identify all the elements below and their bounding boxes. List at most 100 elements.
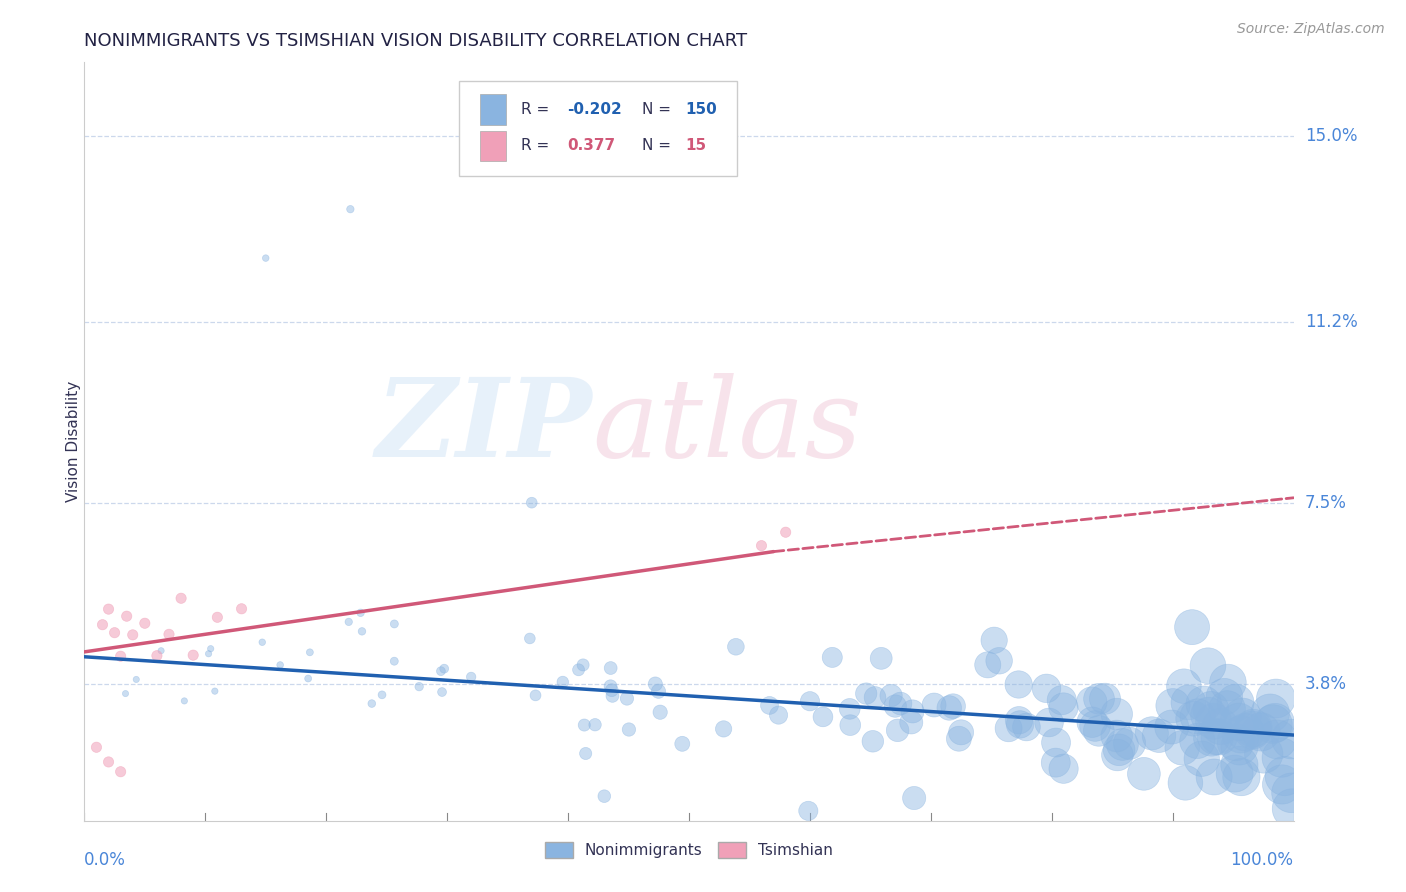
Point <box>91 617 114 632</box>
Point <box>572 657 595 672</box>
Point <box>371 688 394 702</box>
Point <box>1038 715 1060 730</box>
Point <box>1230 727 1253 741</box>
Point <box>110 649 132 664</box>
Text: R =: R = <box>520 138 554 153</box>
Point <box>1088 691 1111 706</box>
Point <box>1088 723 1111 738</box>
Point <box>1274 769 1296 783</box>
Text: atlas: atlas <box>592 373 862 480</box>
Point <box>855 687 877 701</box>
Point <box>157 627 180 641</box>
Point <box>575 747 598 761</box>
Bar <box>479 95 506 125</box>
Point <box>382 654 405 668</box>
Point <box>1192 697 1215 711</box>
Point <box>430 685 453 699</box>
Point <box>1105 707 1128 722</box>
Text: 150: 150 <box>685 102 717 117</box>
Point <box>942 699 965 714</box>
Point <box>231 601 253 615</box>
Point <box>1258 706 1281 721</box>
Point <box>1208 730 1230 744</box>
Point <box>799 694 821 708</box>
Point <box>524 689 547 703</box>
Point <box>520 496 543 510</box>
Point <box>1008 713 1031 727</box>
Point <box>889 697 911 711</box>
Text: 3.8%: 3.8% <box>1305 674 1347 693</box>
Point <box>1201 731 1223 746</box>
Point <box>1173 679 1195 693</box>
Point <box>821 650 844 665</box>
Point <box>988 654 1011 668</box>
Point <box>1202 714 1225 729</box>
Point <box>950 725 973 739</box>
Point <box>339 202 361 217</box>
Point <box>1281 802 1303 816</box>
Point <box>901 705 924 719</box>
Point <box>86 740 108 755</box>
Point <box>838 702 860 716</box>
Point <box>1187 709 1209 723</box>
Point <box>114 687 136 701</box>
Point <box>1045 756 1067 770</box>
Point <box>886 723 908 738</box>
Point <box>768 708 790 723</box>
Point <box>599 679 621 693</box>
Point <box>1161 698 1184 713</box>
Point <box>1265 732 1288 747</box>
Point <box>204 684 226 698</box>
Point <box>713 722 735 736</box>
Point <box>1199 702 1222 716</box>
Point <box>97 602 120 616</box>
Point <box>650 705 672 719</box>
Point <box>1191 752 1213 766</box>
Point <box>1171 740 1194 755</box>
Point <box>269 658 291 673</box>
Point <box>252 635 274 649</box>
Point <box>1111 738 1133 752</box>
Point <box>150 644 173 658</box>
Point <box>382 616 405 631</box>
Point <box>983 633 1005 648</box>
Point <box>1133 767 1156 781</box>
Text: R =: R = <box>520 102 554 117</box>
Point <box>1177 695 1199 709</box>
Point <box>1052 762 1074 776</box>
Point <box>121 628 143 642</box>
Point <box>104 625 127 640</box>
Point <box>884 699 907 714</box>
Point <box>1015 720 1038 734</box>
Point <box>350 624 373 639</box>
Point <box>1241 723 1264 737</box>
Point <box>574 718 596 732</box>
Point <box>775 525 797 540</box>
Point <box>1227 714 1250 729</box>
Point <box>1050 693 1073 707</box>
Point <box>408 680 430 694</box>
Point <box>1229 758 1251 772</box>
Point <box>1160 720 1182 734</box>
Point <box>1094 691 1116 706</box>
Point <box>568 663 591 677</box>
Point <box>602 689 624 703</box>
Point <box>200 641 222 656</box>
Point <box>1081 715 1104 730</box>
Point <box>1204 730 1226 744</box>
Point <box>551 675 574 690</box>
Point <box>1213 690 1236 704</box>
Point <box>1010 717 1032 731</box>
Point <box>922 698 945 712</box>
Point <box>1181 620 1204 634</box>
Point <box>1147 729 1170 743</box>
Point <box>146 648 169 663</box>
Point <box>1197 658 1219 673</box>
Point <box>1225 735 1247 749</box>
Bar <box>479 130 506 161</box>
Point <box>1045 735 1067 749</box>
Point <box>1198 708 1220 723</box>
Text: N =: N = <box>641 102 676 117</box>
Point <box>134 616 156 631</box>
Point <box>1271 777 1294 791</box>
